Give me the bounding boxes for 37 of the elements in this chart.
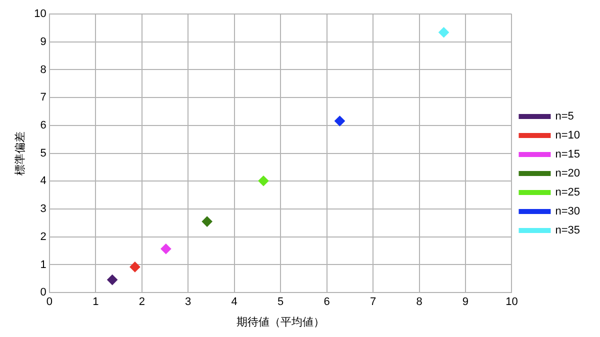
legend-label: n=5 (555, 110, 574, 123)
point (130, 262, 140, 272)
x-tick-label: 9 (462, 296, 469, 308)
x-tick-label: 2 (138, 296, 145, 308)
y-tick-label: 7 (40, 92, 46, 104)
legend-label: n=10 (555, 130, 580, 142)
y-axis-title: 標準偏差 (13, 131, 26, 176)
x-tick-label: 3 (185, 296, 192, 308)
point (438, 27, 449, 38)
x-tick-label: 1 (92, 296, 99, 308)
y-tick-label: 10 (34, 8, 46, 20)
point (160, 244, 171, 254)
y-tick-label: 6 (40, 119, 46, 132)
x-axis-title: 期待値（平均値） (236, 315, 325, 328)
legend-label: n=15 (555, 148, 580, 161)
point (258, 176, 268, 186)
y-tick-label: 9 (40, 36, 46, 48)
x-tick-label: 10 (506, 296, 518, 308)
point (334, 116, 345, 126)
legend-label: n=20 (555, 168, 580, 180)
y-tick-label: 5 (40, 147, 46, 160)
x-tick-label: 4 (231, 296, 238, 308)
y-tick-label: 2 (40, 230, 46, 243)
legend-label: n=35 (555, 224, 580, 237)
x-tick-label: 8 (416, 296, 422, 308)
x-tick-label: 5 (278, 296, 284, 308)
x-tick-label: 6 (324, 296, 330, 308)
y-tick-label: 4 (40, 175, 46, 188)
legend-label: n=25 (555, 186, 580, 199)
x-tick-label: 7 (370, 296, 376, 308)
point (107, 274, 118, 285)
y-tick-label: 1 (40, 258, 46, 271)
legend-label: n=30 (555, 206, 580, 218)
point (202, 216, 212, 227)
y-tick-label: 8 (40, 64, 46, 76)
y-tick-label: 0 (40, 286, 46, 299)
y-tick-label: 3 (40, 203, 46, 216)
